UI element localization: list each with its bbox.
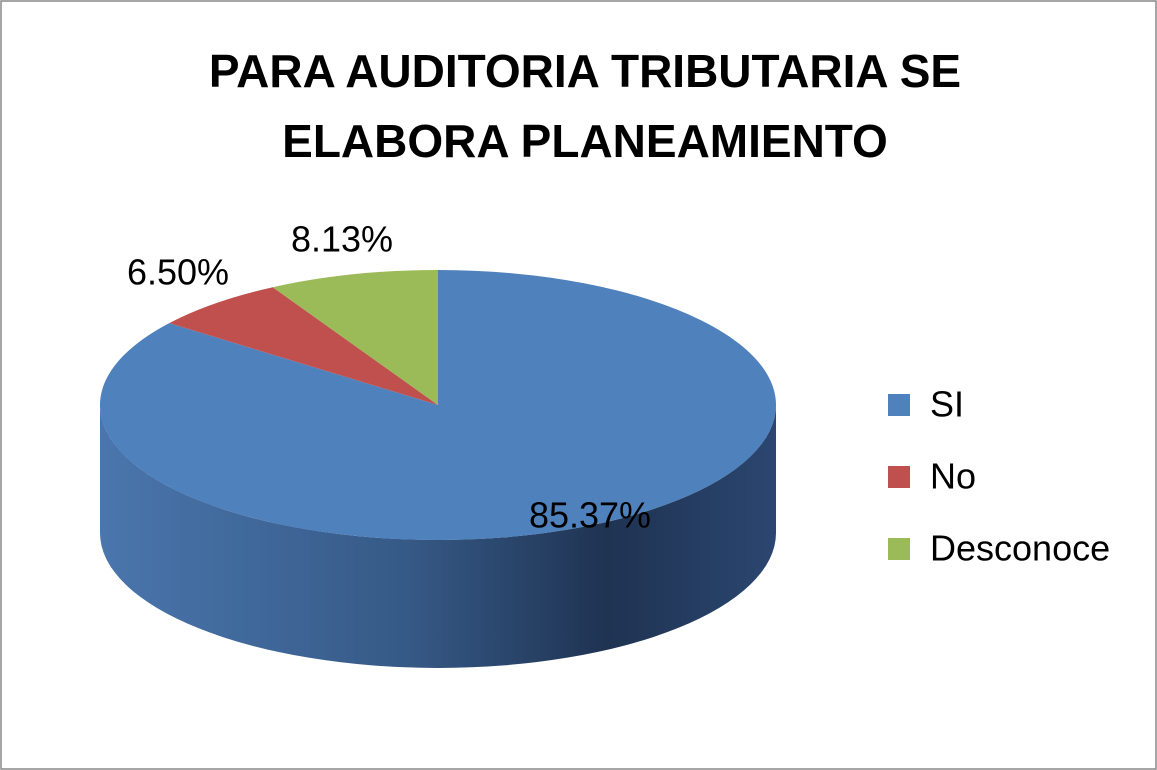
legend-swatch	[888, 394, 910, 416]
pie-slice	[272, 270, 438, 405]
data-label: 85.37%	[529, 495, 651, 536]
pie-slice	[169, 287, 439, 405]
legend-label: No	[930, 456, 976, 497]
legend-label: Desconoce	[930, 528, 1110, 569]
chart-title: PARA AUDITORIA TRIBUTARIA SE ELABORA PLAN…	[209, 45, 961, 167]
data-label: 6.50%	[127, 252, 229, 293]
legend-swatch	[888, 466, 910, 488]
pie-slice	[99, 270, 776, 540]
pie-side	[100, 405, 776, 668]
legend-label: SI	[930, 384, 964, 425]
legend-swatch	[888, 538, 910, 560]
data-label: 8.13%	[291, 219, 393, 260]
